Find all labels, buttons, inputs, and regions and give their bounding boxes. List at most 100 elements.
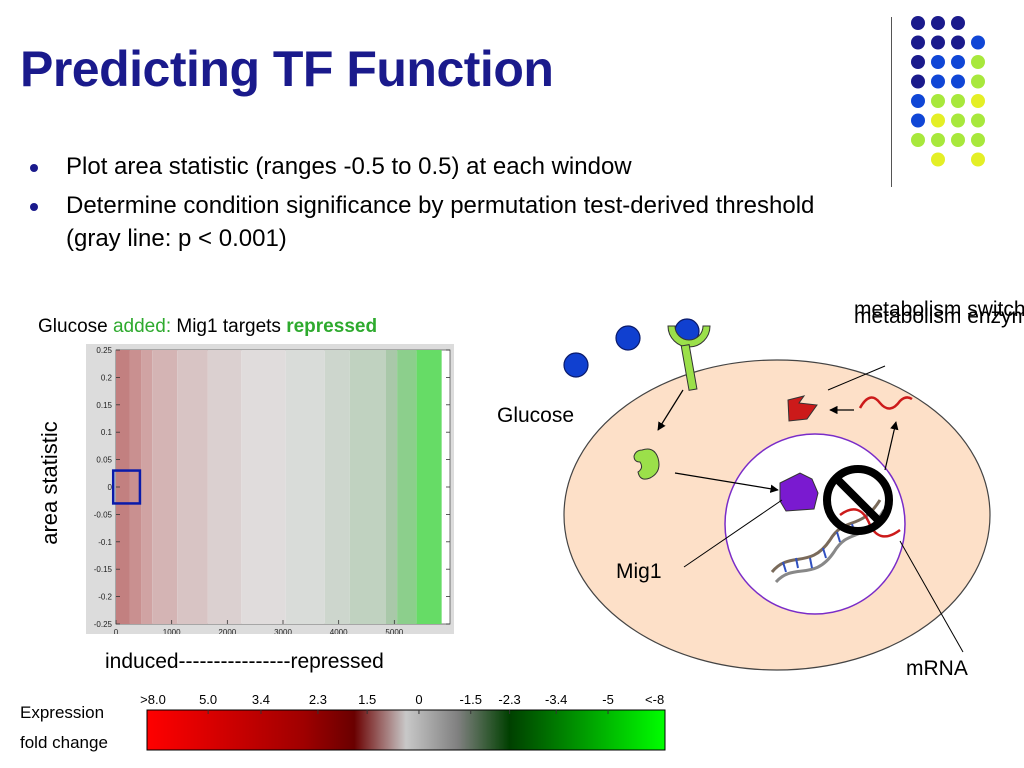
plot-title: Glucose added: Mig1 targets repressed [38, 316, 377, 338]
heatmap-band [141, 350, 153, 624]
bullet-dot-icon [30, 203, 38, 211]
x-tick-label: 1000 [163, 628, 181, 634]
x-tick-label: 2000 [218, 628, 236, 634]
mrna-leader-line [899, 540, 964, 653]
decor-dot [971, 35, 985, 50]
decor-dot [971, 94, 985, 108]
blocked-icon [823, 465, 893, 535]
decor-dot [971, 152, 985, 167]
decor-dot [971, 74, 985, 89]
highlight-window-box [111, 469, 142, 505]
bullet-item: Plot area statistic (ranges -0.5 to 0.5)… [30, 150, 850, 183]
decor-dot [911, 16, 925, 30]
decor-dot [951, 113, 965, 128]
decor-dot [931, 74, 945, 89]
receptor-icon [667, 325, 711, 391]
decor-dot [931, 35, 945, 50]
label-metabolism-enzyme: metabolism enzyme [854, 305, 1024, 328]
y-tick-label: -0.05 [94, 510, 113, 519]
colorbar-label-fold-change: fold change [20, 733, 108, 752]
decor-dot [911, 133, 925, 147]
decor-dot [911, 74, 925, 89]
decorative-dot-grid [911, 16, 985, 167]
decor-dot [971, 55, 985, 69]
bullet-list: Plot area statistic (ranges -0.5 to 0.5)… [30, 150, 850, 261]
y-tick-label: -0.15 [94, 565, 113, 574]
decor-dot [951, 35, 965, 50]
heatmap-band [177, 350, 208, 624]
activation-arrow [674, 472, 779, 493]
plot-title-added: added: [112, 316, 172, 337]
decor-dot [951, 133, 965, 147]
decor-dot [971, 113, 985, 128]
enzyme-leader-line [827, 365, 886, 391]
plot-title-repressed: repressed [286, 316, 378, 337]
fold-change-colorbar: >8.0 5.0 3.4 2.3 1.5 0 -1.5 -2.3 -3.4 -5 <-8 [140, 692, 666, 751]
glucose-molecule-icon [563, 352, 589, 378]
colorbar-tick-label: -1.5 [460, 692, 482, 707]
colorbar-tick-label: <-8 [645, 692, 664, 707]
bullet-text: Determine condition significance by perm… [66, 192, 815, 252]
decor-dot [931, 16, 945, 30]
signal-protein-icon [633, 448, 660, 480]
export-arrow [884, 421, 899, 471]
plot-title-targets: Mig1 targets [171, 316, 287, 337]
colorbar-tick-label: 3.4 [252, 692, 270, 707]
y-tick-label: -0.1 [98, 538, 112, 547]
signal-arrow [657, 389, 684, 431]
x-tick-label: 0 [114, 628, 119, 634]
bullet-dot-icon [30, 164, 38, 172]
plot-title-glucose: Glucose [38, 316, 113, 337]
decor-dot [931, 55, 945, 69]
metabolism-enzyme-icon [787, 395, 818, 422]
label-mrna: mRNA [906, 657, 968, 680]
bullet-item: Determine condition significance by perm… [30, 189, 850, 255]
mig1-pathway-diagram: metabolism switch metabolism enzyme Gluc… [497, 298, 1024, 700]
decor-dot [931, 133, 945, 147]
heatmap-band [416, 350, 442, 624]
decor-dot [931, 94, 945, 108]
heatmap-band [324, 350, 350, 624]
decor-dot [971, 133, 985, 147]
label-mig1: Mig1 [616, 560, 662, 583]
heatmap-band [285, 350, 325, 624]
x-axis-caption: induced----------------repressed [105, 650, 384, 673]
heatmap-band [397, 350, 417, 624]
heatmap-band [207, 350, 242, 624]
decor-dot [951, 94, 965, 108]
glucose-molecule-icon [615, 325, 641, 351]
decor-dot [911, 113, 925, 128]
colorbar-tick-label: >8.0 [140, 692, 166, 707]
colorbar-tick-label: 2.3 [309, 692, 327, 707]
heatmap-band [385, 350, 398, 624]
mig1-protein-icon [779, 472, 819, 512]
bullet-text: Plot area statistic (ranges -0.5 to 0.5)… [66, 153, 632, 180]
heatmap-band [241, 350, 286, 624]
decor-dot [911, 35, 925, 50]
heatmap-band [152, 350, 178, 624]
colorbar-tick-label: -5 [602, 692, 614, 707]
x-tick-label: 5000 [385, 628, 403, 634]
decor-dot [931, 152, 945, 167]
y-tick-label: -0.25 [94, 620, 113, 629]
diagram-canvas [563, 318, 991, 671]
decor-dot [911, 94, 925, 108]
x-tick-label: 3000 [274, 628, 292, 634]
label-glucose: Glucose [497, 404, 575, 427]
heatmap-band [129, 350, 142, 624]
colorbar-label-expression: Expression [20, 703, 105, 722]
slide-title: Predicting TF Function [20, 41, 554, 97]
colorbar-tick-label: 1.5 [358, 692, 376, 707]
colorbar-gradient [146, 709, 666, 751]
y-tick-label: 0.15 [96, 401, 112, 410]
mig1-leader-line [683, 499, 783, 568]
nucleus [724, 433, 906, 615]
decor-dot [951, 74, 965, 89]
decor-dot [951, 16, 965, 30]
y-tick-label: -0.2 [98, 593, 112, 602]
y-tick-label: 0 [108, 483, 113, 492]
y-axis-label: area statistic [37, 421, 62, 545]
heatmap-band [116, 350, 130, 624]
cytoplasm-mrna-icon [858, 396, 913, 410]
colorbar-tick-label: 5.0 [199, 692, 217, 707]
